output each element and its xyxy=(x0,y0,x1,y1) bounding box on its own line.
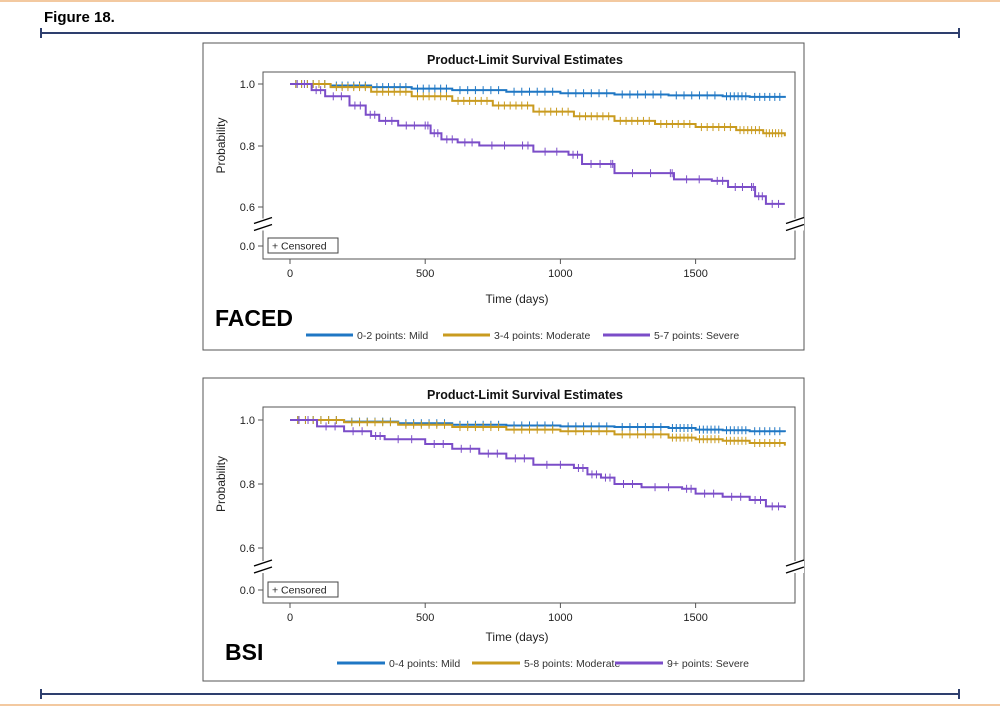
y-tick-label: 1.0 xyxy=(240,415,255,427)
plot-area xyxy=(262,71,796,260)
censored-legend-box xyxy=(267,581,339,598)
y-tick-label: 0.6 xyxy=(240,202,255,214)
x-tick-label: 0 xyxy=(287,268,293,280)
bottom-divider xyxy=(40,689,960,699)
x-tick-label: 0 xyxy=(287,612,293,624)
legend-label-moderate: 3-4 points: Moderate xyxy=(494,330,590,342)
censored-legend-label: + Censored xyxy=(272,241,327,253)
y-axis-title: Probability xyxy=(214,117,228,173)
legend-label-severe: 9+ points: Severe xyxy=(667,658,749,670)
axis-break-mark xyxy=(785,559,805,567)
x-tick-label: 500 xyxy=(416,268,434,280)
censor-marks-moderate xyxy=(297,416,781,448)
survival-curve-moderate xyxy=(290,419,786,446)
panel-label: FACED xyxy=(215,305,293,331)
top-divider xyxy=(40,28,960,38)
y-tick-label: 0.0 xyxy=(240,585,255,597)
legend-label-moderate: 5-8 points: Moderate xyxy=(524,658,620,670)
x-tick-label: 1500 xyxy=(683,268,707,280)
y-tick-label: 0.8 xyxy=(240,141,255,153)
axis-break-mark xyxy=(785,566,805,574)
censor-marks-moderate xyxy=(295,80,783,138)
survival-curve-moderate xyxy=(290,83,786,137)
censor-marks-severe xyxy=(298,416,780,511)
x-tick-label: 1000 xyxy=(548,268,572,280)
chart-frame xyxy=(202,377,805,682)
axis-break-mark xyxy=(785,216,805,225)
legend-label-severe: 5-7 points: Severe xyxy=(654,330,739,342)
axis-break-mark xyxy=(253,566,273,574)
panel-label: BSI xyxy=(225,639,263,665)
chart-title: Product-Limit Survival Estimates xyxy=(427,53,623,67)
censored-legend-label: + Censored xyxy=(272,585,327,597)
x-axis-title: Time (days) xyxy=(486,292,549,306)
plot-area xyxy=(262,406,796,604)
axis-break-mark xyxy=(253,223,273,232)
axis-break-mark xyxy=(785,223,805,232)
legend-label-mild: 0-4 points: Mild xyxy=(389,658,460,670)
axis-break-mark xyxy=(253,559,273,567)
axis-break-mark xyxy=(253,216,273,225)
figure-label: Figure 18. xyxy=(44,9,115,26)
y-tick-label: 0.6 xyxy=(240,543,255,555)
y-axis-title: Probability xyxy=(214,456,228,512)
chart-frame xyxy=(202,42,805,351)
censored-legend-box xyxy=(267,237,339,254)
top-orange-rule xyxy=(0,0,1000,2)
censor-marks-severe xyxy=(296,80,780,208)
y-tick-label: 1.0 xyxy=(240,79,255,91)
y-tick-label: 0.0 xyxy=(240,241,255,253)
x-axis-title: Time (days) xyxy=(486,630,549,644)
y-tick-label: 0.8 xyxy=(240,479,255,491)
legend-label-mild: 0-2 points: Mild xyxy=(357,330,428,342)
x-tick-label: 500 xyxy=(416,612,434,624)
x-tick-label: 1000 xyxy=(548,612,572,624)
bottom-orange-rule xyxy=(0,704,1000,706)
chart-title: Product-Limit Survival Estimates xyxy=(427,388,623,402)
x-tick-label: 1500 xyxy=(683,612,707,624)
